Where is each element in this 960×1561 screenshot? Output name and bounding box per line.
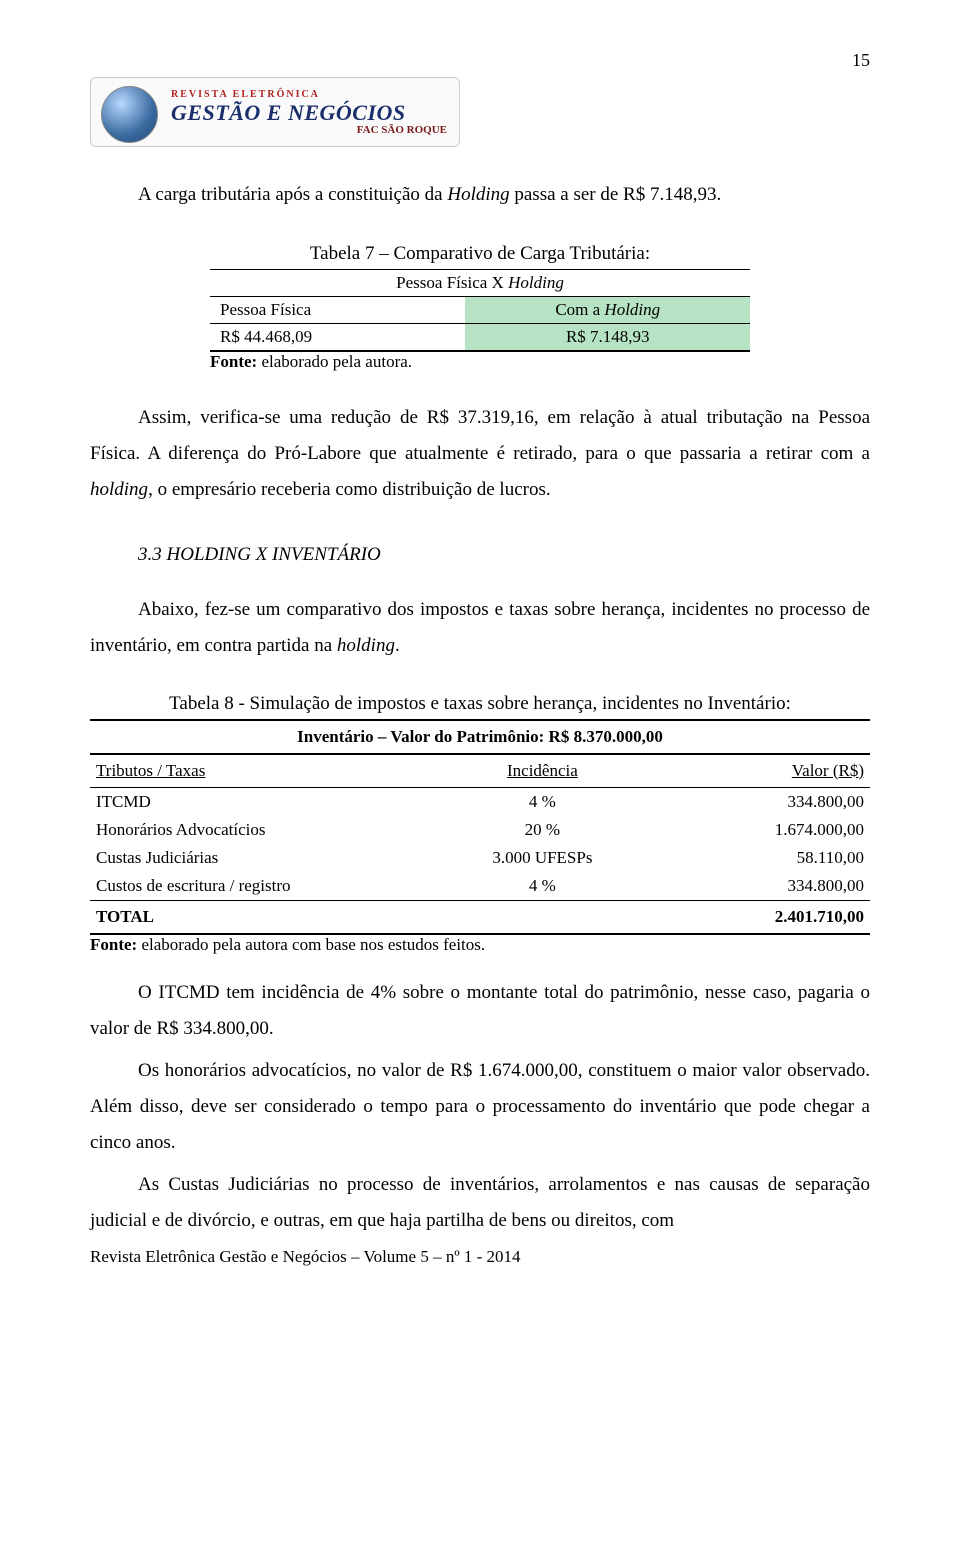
table7: Pessoa Física X Holding Pessoa Física Co… (210, 269, 750, 372)
label: Fonte: (210, 352, 257, 371)
label: Fonte: (90, 935, 137, 954)
paragraph-5: Os honorários advocatícios, no valor de … (90, 1053, 870, 1161)
text: Assim, verifica-se uma redução de R$ 37.… (90, 407, 870, 464)
text: Pessoa Física X (396, 273, 508, 292)
table7-fonte: Fonte: elaborado pela autora. (210, 352, 750, 372)
globe-icon (101, 86, 158, 143)
cell: 334.800,00 (652, 787, 870, 816)
cell: 1.674.000,00 (652, 816, 870, 844)
cell: 20 % (433, 816, 651, 844)
text: A carga tributária após a constituição d… (138, 184, 447, 205)
table8-fonte: Fonte: elaborado pela autora com base no… (90, 935, 870, 955)
cell: Honorários Advocatícios (90, 816, 433, 844)
cell: ITCMD (90, 787, 433, 816)
table7-caption: Tabela 7 – Comparativo de Carga Tributár… (90, 243, 870, 265)
cell: 58.110,00 (652, 844, 870, 872)
cell: 4 % (433, 787, 651, 816)
paragraph-1: A carga tributária após a constituição d… (90, 177, 870, 213)
paragraph-4: O ITCMD tem incidência de 4% sobre o mon… (90, 975, 870, 1047)
table-row: ITCMD 4 % 334.800,00 (90, 787, 870, 816)
table8: Inventário – Valor do Patrimônio: R$ 8.3… (90, 719, 870, 955)
text-italic: holding (337, 635, 395, 656)
journal-logo: REVISTA ELETRÔNICA GESTÃO E NEGÓCIOS FAC… (90, 77, 460, 147)
table8-caption: Tabela 8 - Simulação de impostos e taxas… (90, 693, 870, 715)
section-heading: 3.3 HOLDING X INVENTÁRIO (90, 544, 870, 566)
cell: 3.000 UFESPs (433, 844, 651, 872)
table-row: Custos de escritura / registro 4 % 334.8… (90, 872, 870, 901)
table8-col1: Tributos / Taxas (90, 754, 433, 787)
text-italic: Holding (447, 184, 509, 205)
paragraph-2: Assim, verifica-se uma redução de R$ 37.… (90, 400, 870, 508)
cell: Custas Judiciárias (90, 844, 433, 872)
table7-header: Pessoa Física X Holding (210, 270, 750, 297)
total-label: TOTAL (90, 900, 433, 934)
page-number: 15 (90, 50, 870, 71)
text-italic: Holding (508, 273, 564, 292)
paragraph-3: Abaixo, fez-se um comparativo dos impost… (90, 592, 870, 664)
table7-left-label: Pessoa Física (210, 297, 465, 324)
text: elaborado pela autora. (257, 352, 412, 371)
text: passa a ser de R$ 7.148,93. (510, 184, 722, 205)
table8-total-row: TOTAL 2.401.710,00 (90, 900, 870, 934)
table-row: Custas Judiciárias 3.000 UFESPs 58.110,0… (90, 844, 870, 872)
text: . (395, 635, 400, 656)
text: Abaixo, fez-se um comparativo dos impost… (90, 599, 870, 656)
logo-line2: GESTÃO E NEGÓCIOS (171, 100, 459, 126)
table7-right-value: R$ 7.148,93 (465, 324, 750, 352)
text: , o empresário receberia como distribuiç… (148, 479, 551, 500)
total-value: 2.401.710,00 (652, 900, 870, 934)
table7-left-value: R$ 44.468,09 (210, 324, 465, 352)
table8-col3: Valor (R$) (652, 754, 870, 787)
cell (433, 900, 651, 934)
cell: 334.800,00 (652, 872, 870, 901)
table8-col2: Incidência (433, 754, 651, 787)
paragraph-6: As Custas Judiciárias no processo de inv… (90, 1167, 870, 1239)
cell: Custos de escritura / registro (90, 872, 433, 901)
footer: Revista Eletrônica Gestão e Negócios – V… (90, 1247, 870, 1267)
text: Com a (555, 300, 604, 319)
logo-line1: REVISTA ELETRÔNICA (171, 89, 459, 100)
logo-fac: FAC SÃO ROQUE (171, 124, 447, 136)
table7-right-label: Com a Holding (465, 297, 750, 324)
text: elaborado pela autora com base nos estud… (137, 935, 485, 954)
table-row: Honorários Advocatícios 20 % 1.674.000,0… (90, 816, 870, 844)
cell: 4 % (433, 872, 651, 901)
table8-title: Inventário – Valor do Patrimônio: R$ 8.3… (90, 719, 870, 754)
text-italic: Holding (604, 300, 660, 319)
text-italic: holding (90, 479, 148, 500)
